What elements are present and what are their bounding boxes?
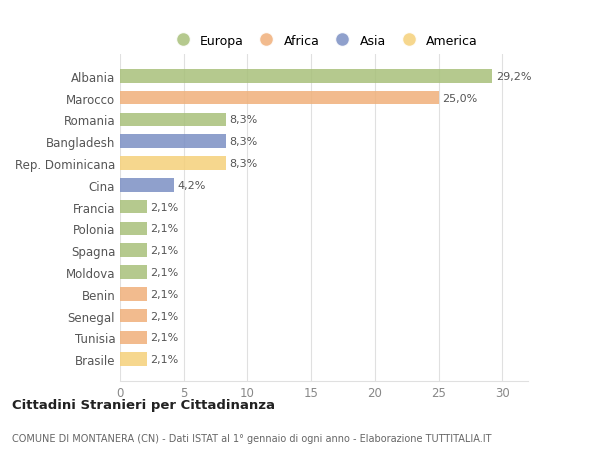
Text: 8,3%: 8,3% (230, 159, 258, 168)
Bar (120, 222, 147, 235)
Text: 2,1%: 2,1% (151, 289, 179, 299)
Text: 2,1%: 2,1% (151, 354, 179, 364)
Text: 8,3%: 8,3% (230, 137, 258, 147)
Bar (120, 135, 226, 149)
Bar (120, 157, 226, 170)
Text: 8,3%: 8,3% (230, 115, 258, 125)
Legend: Europa, Africa, Asia, America: Europa, Africa, Asia, America (167, 32, 481, 50)
Text: 2,1%: 2,1% (151, 333, 179, 343)
Text: 2,1%: 2,1% (151, 311, 179, 321)
Bar (120, 179, 173, 192)
Bar (120, 309, 147, 323)
Bar (120, 70, 492, 84)
Text: 2,1%: 2,1% (151, 246, 179, 256)
Text: 2,1%: 2,1% (151, 224, 179, 234)
Bar (120, 266, 147, 279)
Text: 29,2%: 29,2% (496, 72, 532, 82)
Bar (120, 201, 147, 214)
Bar (120, 92, 439, 105)
Text: 4,2%: 4,2% (178, 180, 206, 190)
Text: COMUNE DI MONTANERA (CN) - Dati ISTAT al 1° gennaio di ogni anno - Elaborazione : COMUNE DI MONTANERA (CN) - Dati ISTAT al… (12, 433, 491, 442)
Text: Cittadini Stranieri per Cittadinanza: Cittadini Stranieri per Cittadinanza (12, 398, 275, 412)
Text: 2,1%: 2,1% (151, 202, 179, 212)
Text: 2,1%: 2,1% (151, 268, 179, 277)
Text: 25,0%: 25,0% (443, 93, 478, 103)
Bar (120, 353, 147, 366)
Bar (120, 244, 147, 257)
Bar (120, 287, 147, 301)
Bar (120, 113, 226, 127)
Bar (120, 331, 147, 344)
